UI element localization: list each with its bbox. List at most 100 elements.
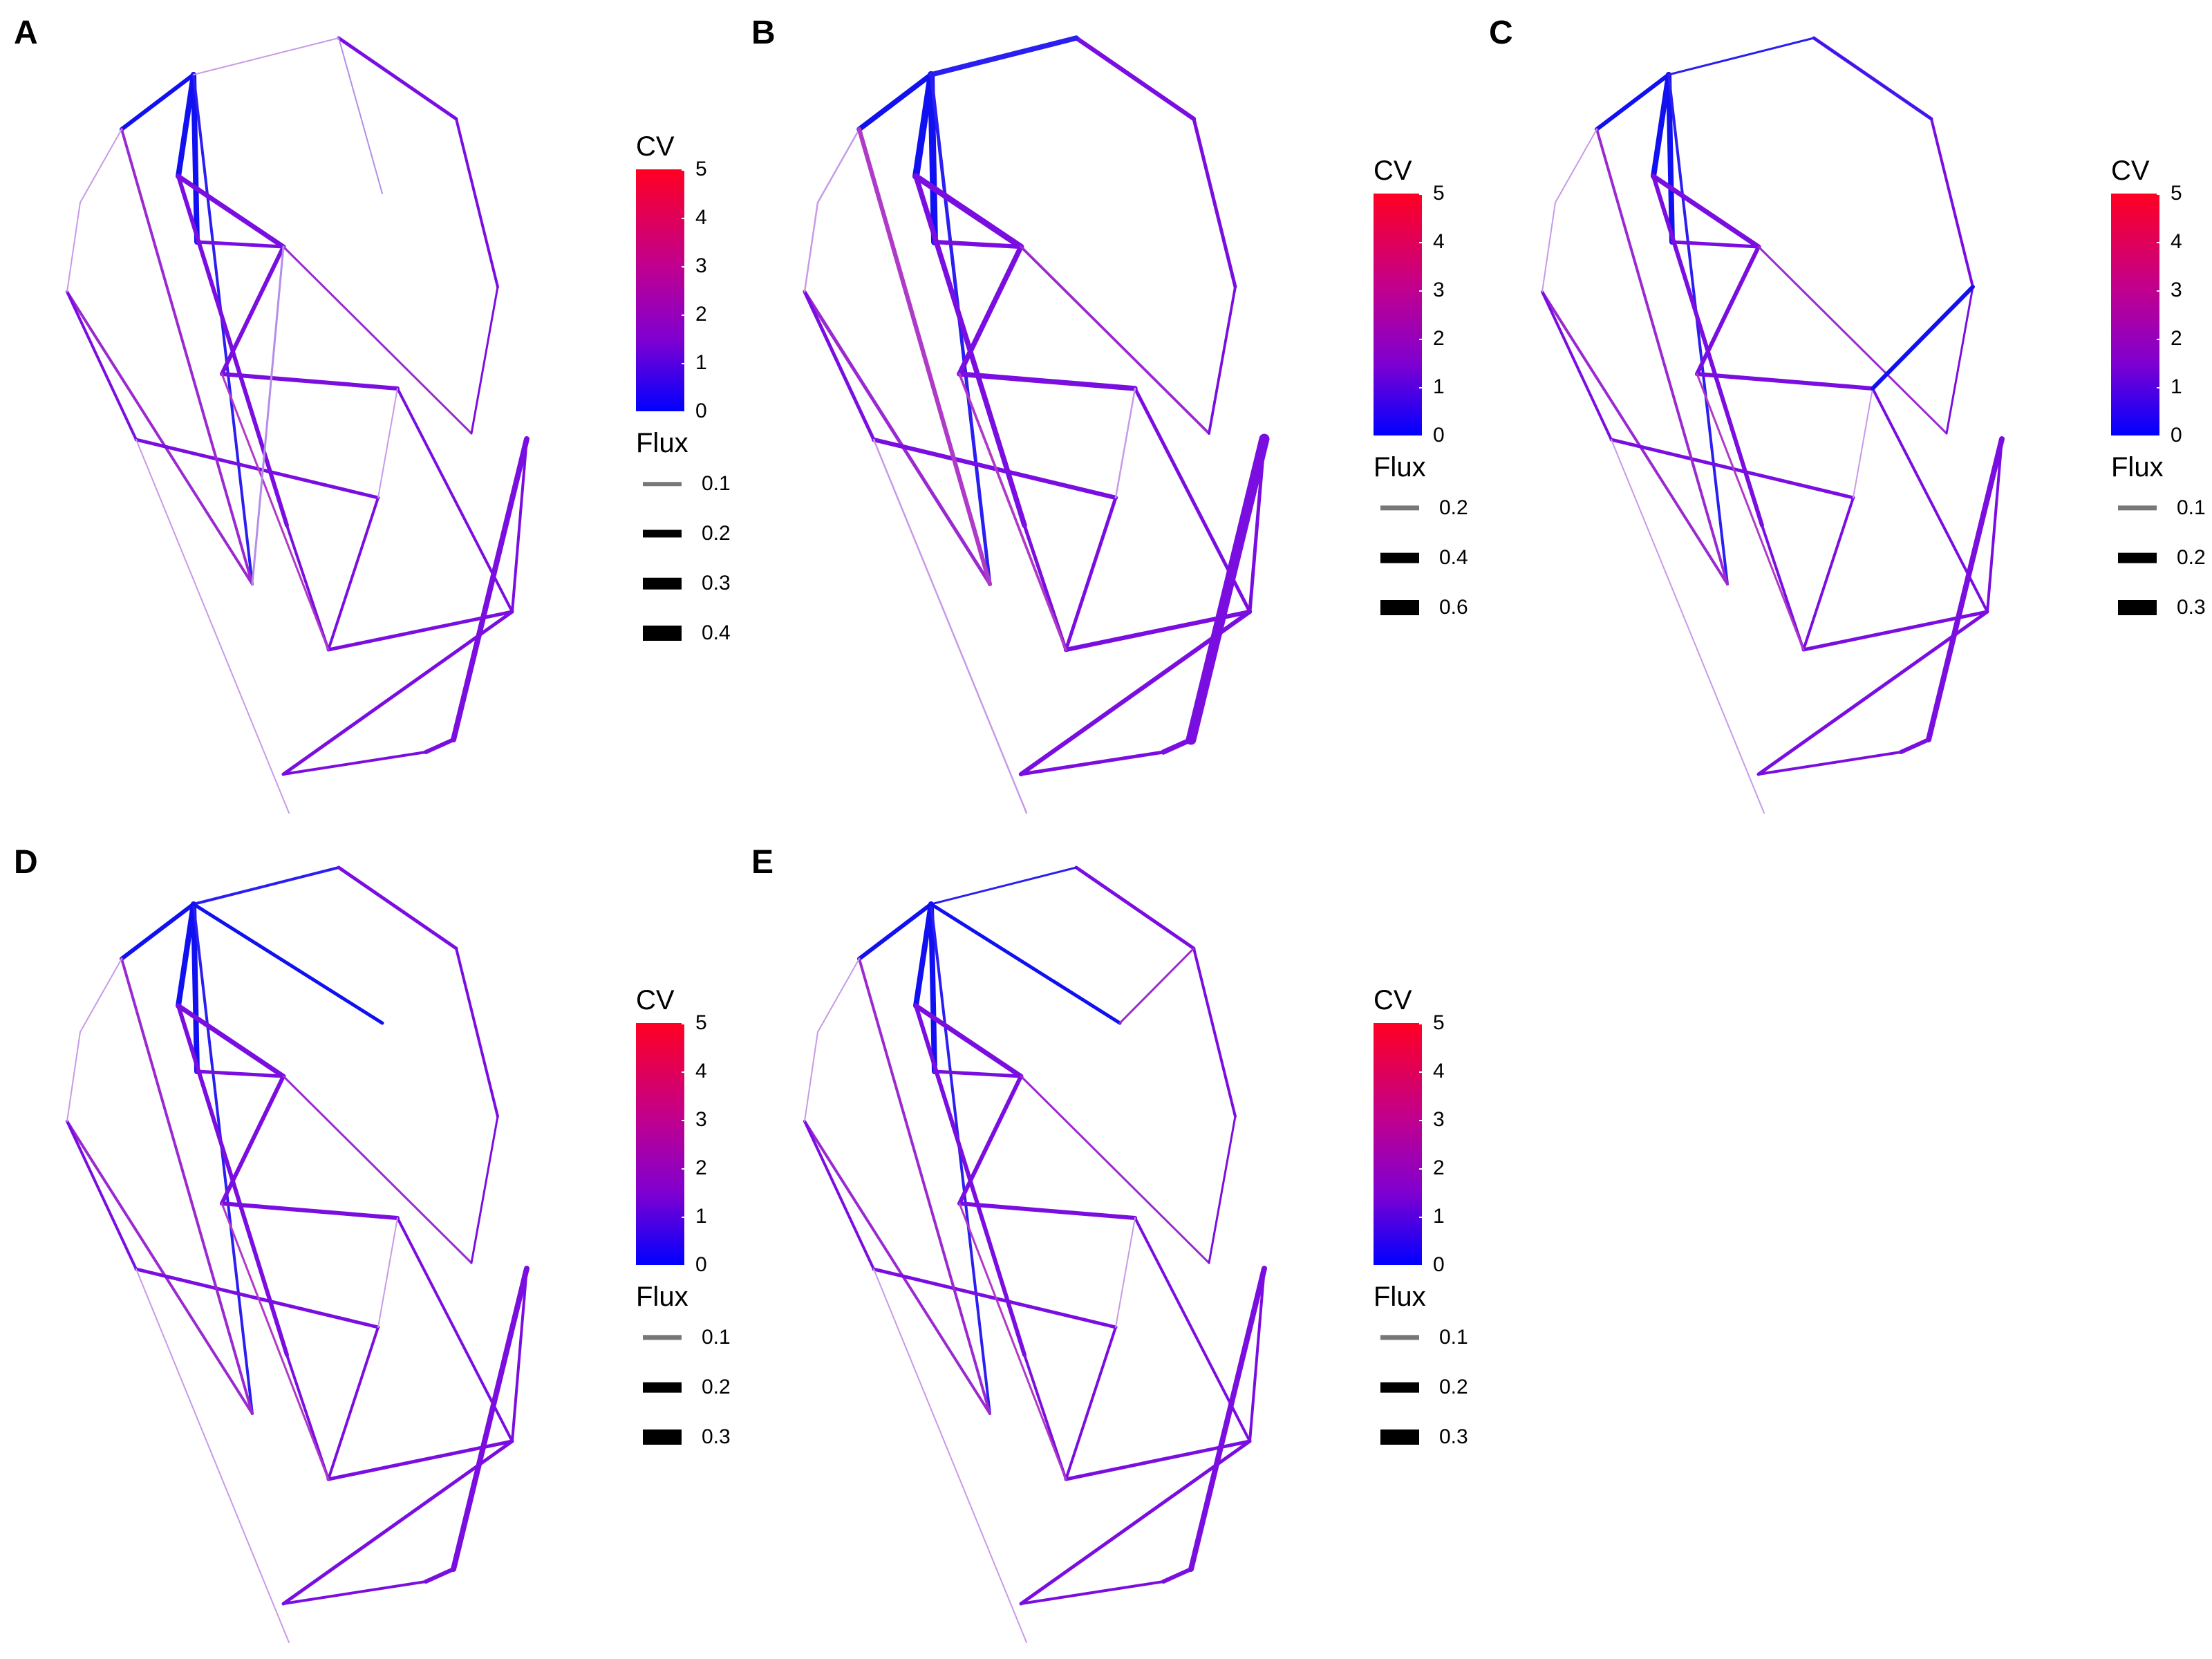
network-edge (424, 738, 456, 754)
cv-tick-label: 2 (1419, 1156, 1488, 1180)
network-edge (176, 901, 196, 1009)
network-edge (856, 72, 934, 132)
flux-line-sample (1380, 1382, 1419, 1393)
flux-legend-item: 0.3 (2111, 583, 2212, 632)
network-edge (1541, 202, 1556, 292)
legend: CV 5 4 3 2 1 0 Flux 0.1 0.2 0.3 0.4 (636, 131, 774, 658)
network-edge (221, 1202, 330, 1481)
network-edge (929, 73, 992, 586)
flux-label: 0.1 (702, 472, 731, 495)
network-edge (192, 903, 254, 1415)
network-edge (424, 1567, 456, 1584)
network-edge (1651, 174, 1764, 527)
network-edge (282, 1580, 427, 1605)
colorbar-gradient (1374, 1023, 1422, 1265)
network-edge (220, 372, 400, 391)
network-edge (134, 438, 380, 500)
cv-tick-label: 0 (1419, 424, 1488, 447)
network-edge (1757, 245, 1948, 435)
network-edge (1651, 174, 1761, 250)
network-edge (396, 387, 514, 613)
network-edge (1926, 436, 2005, 742)
panel-c: C CV 5 4 3 2 1 0 Flux 0.1 0.2 0.3 (1489, 14, 2212, 830)
network-edge (221, 373, 330, 651)
network-edge (1802, 496, 1855, 651)
network-edge (1871, 387, 1989, 613)
network-edge (1609, 438, 1855, 500)
flux-legend-item: 0.3 (636, 559, 774, 608)
network-edge (1114, 387, 1136, 499)
flux-line-sample (1380, 1430, 1419, 1445)
cv-colorbar: 5 4 3 2 1 0 (1374, 182, 1512, 447)
network-edge (282, 1075, 473, 1264)
network-edge (1192, 947, 1237, 1118)
network-edge (1667, 37, 1815, 76)
network-edge (377, 388, 398, 498)
cv-tick-label: 5 (2157, 182, 2212, 205)
panel-label: C (1489, 15, 1513, 51)
network-edge (1161, 1567, 1193, 1584)
flux-label: 0.3 (1439, 1425, 1468, 1448)
network-diagram (66, 36, 529, 814)
cv-tick-label: 1 (2157, 375, 2212, 399)
flux-line-sample (643, 626, 682, 641)
colorbar-gradient (636, 1023, 684, 1265)
network-edge (1541, 290, 1613, 441)
network-edge (1248, 1267, 1266, 1443)
network-edge (191, 902, 384, 1025)
network-edge (1019, 1439, 1252, 1606)
network-edge (327, 1326, 379, 1481)
flux-line-sample (643, 529, 682, 538)
network-edge (803, 1120, 875, 1271)
network-edge (220, 1074, 285, 1206)
panel-a: A CV 5 4 3 2 1 0 Flux 0.1 0.2 0.3 0.4 (14, 14, 740, 830)
flux-legend-item: 0.3 (1374, 1412, 1512, 1462)
flux-line-sample (2118, 505, 2157, 511)
flux-label: 0.3 (2177, 596, 2206, 619)
network-edge (1986, 438, 2003, 613)
colorbar-gradient (2111, 194, 2159, 435)
cv-colorbar: 5 4 3 2 1 0 (1374, 1011, 1512, 1276)
cv-tick-label: 2 (682, 1156, 751, 1180)
network-edge (451, 1266, 529, 1572)
colorbar-gradient (636, 169, 684, 411)
network-edge (1756, 610, 1989, 776)
cv-tick-label: 4 (682, 206, 751, 229)
network-edge (338, 37, 383, 194)
network-edge (282, 245, 473, 435)
network-edge (1115, 1217, 1136, 1328)
network-edge (1595, 73, 1671, 131)
flux-line-sample (643, 1335, 682, 1340)
flux-legend-item: 0.4 (1374, 533, 1512, 583)
network-edge (176, 174, 289, 527)
panel-b: B CV 5 4 3 2 1 0 Flux 0.2 0.4 0.6 (751, 14, 1477, 830)
network-edge (817, 958, 860, 1033)
cv-tick-label: 3 (682, 254, 751, 278)
cv-tick-label: 3 (2157, 279, 2212, 302)
flux-label: 0.4 (702, 621, 731, 644)
network-edge (1192, 117, 1237, 289)
panel-label: A (14, 15, 38, 51)
cv-tick-label: 1 (1419, 1205, 1488, 1228)
cv-tick-label: 0 (682, 400, 751, 423)
cv-colorbar: 5 4 3 2 1 0 (636, 158, 774, 422)
flux-legend-item: 0.1 (636, 1313, 774, 1362)
flux-legend-item: 0.3 (636, 1412, 774, 1462)
flux-legend-title: Flux (2111, 452, 2164, 482)
network-edge (337, 866, 458, 950)
network-edge (1020, 245, 1210, 435)
flux-line-sample (1380, 600, 1419, 615)
legend: CV 5 4 3 2 1 0 Flux 0.1 0.2 0.3 (636, 985, 774, 1462)
network-edge (66, 1120, 254, 1415)
flux-label: 0.2 (1439, 1376, 1468, 1398)
flux-legend-item: 0.4 (636, 608, 774, 658)
network-edge (1930, 118, 1974, 288)
network-edge (872, 438, 1028, 814)
network-edge (134, 1267, 380, 1329)
flux-legend-title: Flux (1374, 452, 1426, 482)
cv-tick-label: 1 (1419, 375, 1488, 399)
network-edge (327, 496, 379, 651)
flux-legend-item: 0.2 (636, 1362, 774, 1412)
network-edge (928, 71, 938, 245)
network-edge (1134, 1217, 1251, 1443)
